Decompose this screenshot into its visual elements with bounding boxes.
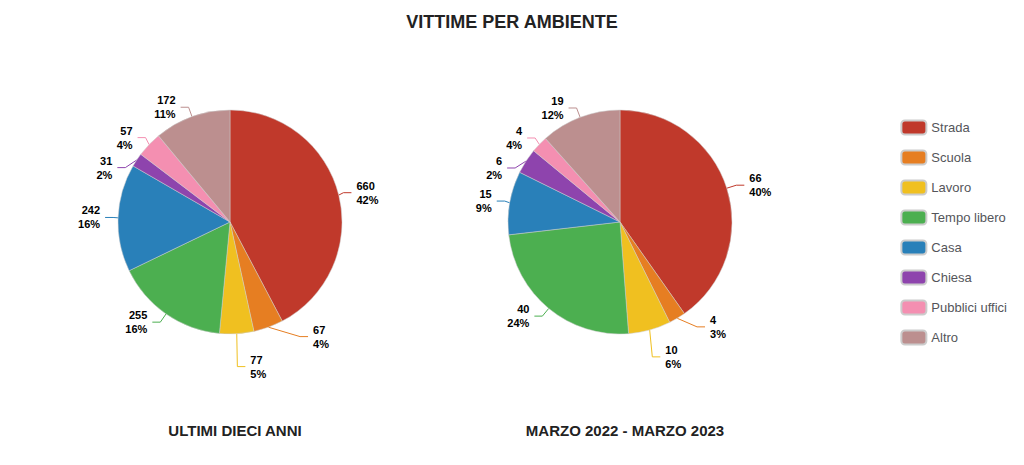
svg-text:42%: 42% xyxy=(356,194,378,206)
svg-text:40: 40 xyxy=(517,303,529,315)
svg-text:9%: 9% xyxy=(476,202,492,214)
svg-text:66: 66 xyxy=(749,172,761,184)
svg-text:11%: 11% xyxy=(154,108,176,120)
svg-text:77: 77 xyxy=(250,354,262,366)
svg-text:12%: 12% xyxy=(542,109,564,121)
svg-text:ULTIMI DIECI ANNI: ULTIMI DIECI ANNI xyxy=(168,422,301,439)
svg-text:Scuola: Scuola xyxy=(931,150,972,165)
svg-text:31: 31 xyxy=(100,155,112,167)
svg-text:15: 15 xyxy=(479,188,491,200)
svg-text:67: 67 xyxy=(313,324,325,336)
svg-text:4: 4 xyxy=(516,125,523,137)
svg-text:255: 255 xyxy=(129,309,147,321)
svg-text:Strada: Strada xyxy=(931,120,970,135)
svg-text:40%: 40% xyxy=(749,186,771,198)
svg-text:57: 57 xyxy=(120,125,132,137)
svg-text:4%: 4% xyxy=(313,338,329,350)
svg-text:2%: 2% xyxy=(96,169,112,181)
svg-text:3%: 3% xyxy=(710,328,726,340)
svg-text:660: 660 xyxy=(356,180,374,192)
svg-text:172: 172 xyxy=(157,94,175,106)
svg-text:24%: 24% xyxy=(507,317,529,329)
svg-text:6: 6 xyxy=(496,155,502,167)
svg-text:Altro: Altro xyxy=(931,330,958,345)
svg-text:16%: 16% xyxy=(125,323,147,335)
svg-text:4%: 4% xyxy=(506,139,522,151)
svg-text:Lavoro: Lavoro xyxy=(931,180,971,195)
svg-text:Chiesa: Chiesa xyxy=(931,270,972,285)
svg-text:6%: 6% xyxy=(665,358,681,370)
svg-text:Tempo libero: Tempo libero xyxy=(931,210,1005,225)
svg-text:VITTIME PER AMBIENTE: VITTIME PER AMBIENTE xyxy=(406,12,617,32)
svg-text:2%: 2% xyxy=(486,169,502,181)
svg-text:5%: 5% xyxy=(250,368,266,380)
svg-text:16%: 16% xyxy=(78,218,100,230)
svg-text:10: 10 xyxy=(665,344,677,356)
svg-text:Casa: Casa xyxy=(931,240,962,255)
svg-text:242: 242 xyxy=(82,204,100,216)
svg-text:19: 19 xyxy=(551,95,563,107)
svg-text:MARZO 2022 - MARZO 2023: MARZO 2022 - MARZO 2023 xyxy=(526,422,724,439)
svg-text:Pubblici uffici: Pubblici uffici xyxy=(931,300,1007,315)
svg-text:4: 4 xyxy=(710,314,717,326)
svg-text:4%: 4% xyxy=(117,139,133,151)
